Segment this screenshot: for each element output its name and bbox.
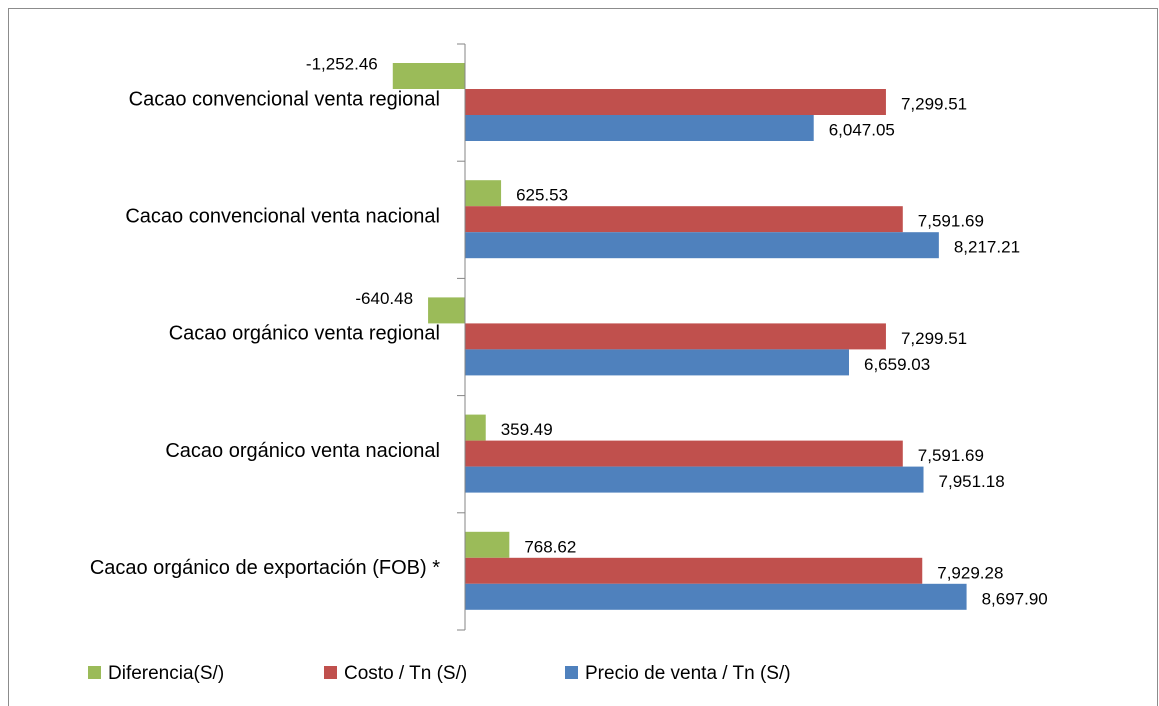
bar <box>465 349 850 376</box>
value-label: 7,929.28 <box>937 563 1003 582</box>
legend-label: Costo / Tn (S/) <box>344 663 467 684</box>
value-label: 8,217.21 <box>954 238 1020 257</box>
value-label: 768.62 <box>524 537 576 556</box>
bar <box>465 531 510 558</box>
legend-swatch <box>324 666 337 679</box>
bar <box>428 297 465 324</box>
value-label: 7,591.69 <box>918 446 984 465</box>
value-label: 625.53 <box>516 186 568 205</box>
legend-swatch <box>88 666 101 679</box>
category-label: Cacao orgánico venta nacional <box>165 440 440 462</box>
category-label: Cacao convencional venta nacional <box>125 205 440 227</box>
bar <box>465 206 903 233</box>
legend-label: Precio de venta / Tn (S/) <box>585 663 791 684</box>
value-label: 6,047.05 <box>829 120 895 139</box>
chart-border <box>8 8 1158 706</box>
bar <box>465 440 903 467</box>
value-label: -640.48 <box>355 289 413 308</box>
value-label: -1,252.46 <box>306 54 378 73</box>
bar <box>465 89 886 115</box>
legend-swatch <box>565 666 578 679</box>
value-label: 7,299.51 <box>901 329 967 348</box>
bar <box>465 115 814 141</box>
bar <box>465 583 967 610</box>
category-label: Cacao orgánico de exportación (FOB) * <box>90 557 440 579</box>
legend-label: Diferencia(S/) <box>108 663 224 684</box>
bar <box>392 63 465 89</box>
bar <box>465 180 502 207</box>
bar <box>465 414 486 441</box>
bar <box>465 557 923 584</box>
value-label: 6,659.03 <box>864 355 930 374</box>
bar <box>465 466 924 493</box>
bar <box>465 323 886 350</box>
category-label: Cacao convencional venta regional <box>129 88 440 110</box>
value-label: 7,591.69 <box>918 212 984 231</box>
value-label: 8,697.90 <box>982 589 1048 608</box>
value-label: 7,299.51 <box>901 94 967 113</box>
category-label: Cacao orgánico venta regional <box>169 323 440 345</box>
value-label: 7,951.18 <box>939 472 1005 491</box>
bar <box>465 232 939 259</box>
value-label: 359.49 <box>501 420 553 439</box>
